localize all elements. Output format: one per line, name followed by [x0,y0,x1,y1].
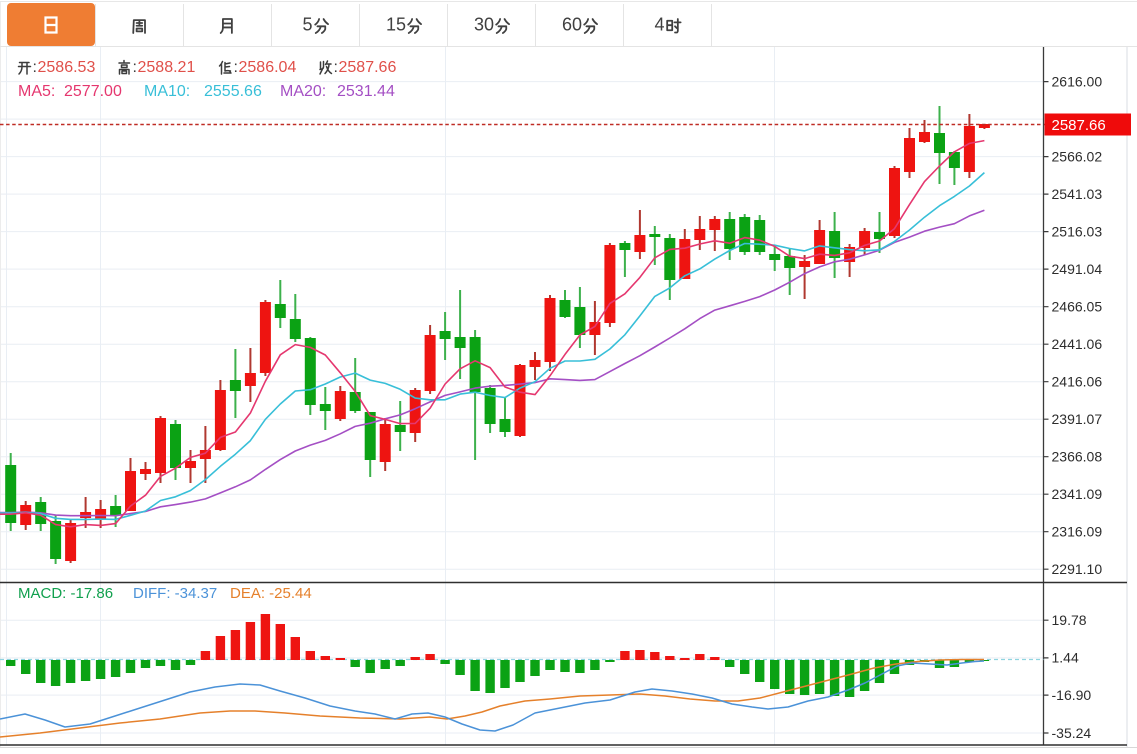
svg-text:2491.04: 2491.04 [1052,261,1103,277]
svg-text:2577.00: 2577.00 [64,83,122,100]
svg-text:2587.66: 2587.66 [1052,117,1106,134]
svg-text:2566.02: 2566.02 [1052,148,1103,164]
svg-text:MA10:: MA10: [144,83,190,100]
svg-text:MA5:: MA5: [18,83,55,100]
svg-text:60: 60 [562,15,582,35]
svg-text:19.78: 19.78 [1052,612,1087,628]
svg-text:2516.03: 2516.03 [1052,223,1103,239]
svg-text:-35.24: -35.24 [1052,725,1092,741]
svg-text:DIFF: -34.37: DIFF: -34.37 [133,585,217,602]
svg-text:2466.05: 2466.05 [1052,299,1103,315]
svg-text:4: 4 [655,15,665,35]
svg-text:2366.08: 2366.08 [1052,449,1103,465]
svg-text::: : [33,59,37,76]
svg-text:2586.04: 2586.04 [239,59,297,76]
svg-text::: : [133,59,137,76]
svg-text:2616.00: 2616.00 [1052,73,1103,89]
svg-text:-16.90: -16.90 [1052,687,1092,703]
svg-text:2586.53: 2586.53 [38,59,96,76]
svg-text:30: 30 [474,15,494,35]
svg-text:2588.21: 2588.21 [138,59,196,76]
svg-text:2341.09: 2341.09 [1052,486,1103,502]
svg-text:2416.06: 2416.06 [1052,374,1103,390]
svg-text:2441.06: 2441.06 [1052,336,1103,352]
svg-text::: : [234,59,238,76]
svg-text:MACD: -17.86: MACD: -17.86 [18,585,113,602]
svg-text:2555.66: 2555.66 [204,83,262,100]
svg-text::: : [334,59,338,76]
svg-text:2316.09: 2316.09 [1052,524,1103,540]
svg-text:DEA: -25.44: DEA: -25.44 [230,585,312,602]
svg-text:15: 15 [386,15,406,35]
svg-text:2541.03: 2541.03 [1052,186,1103,202]
svg-text:2587.66: 2587.66 [339,59,397,76]
svg-text:MA20:: MA20: [280,83,326,100]
svg-text:5: 5 [303,15,313,35]
svg-text:2291.10: 2291.10 [1052,561,1103,577]
svg-text:2531.44: 2531.44 [337,83,395,100]
svg-text:2391.07: 2391.07 [1052,411,1103,427]
svg-text:1.44: 1.44 [1052,650,1079,666]
